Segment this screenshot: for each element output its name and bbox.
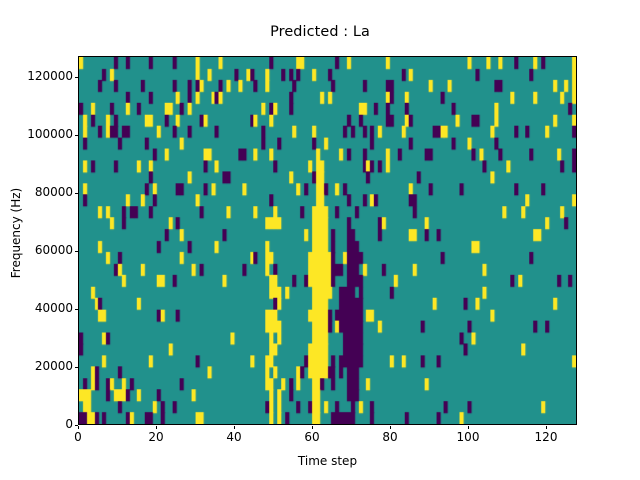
x-tick-label: 40 [226, 430, 242, 444]
x-tick-label: 120 [534, 430, 558, 444]
x-tick-mark [468, 425, 470, 429]
x-tick-label: 100 [456, 430, 480, 444]
x-tick-label: 0 [74, 430, 82, 444]
x-tick-label: 20 [148, 430, 164, 444]
x-tick-mark [234, 425, 236, 429]
y-axis-label: Frequency (Hz) [9, 187, 23, 279]
y-tick-mark [74, 367, 78, 369]
y-tick-mark [74, 425, 78, 427]
y-tick-mark [74, 135, 78, 137]
heatmap-axes [78, 56, 577, 425]
y-axis-label-wrap: Frequency (Hz) [8, 56, 28, 425]
x-tick-label: 80 [382, 430, 398, 444]
x-tick-mark [78, 425, 80, 429]
y-tick-mark [74, 193, 78, 195]
x-axis-label: Time step [297, 454, 358, 468]
y-tick-label: 40000 [34, 301, 73, 315]
y-tick-label: 100000 [27, 127, 73, 141]
y-tick-label: 60000 [34, 243, 73, 257]
y-tick-mark [74, 309, 78, 311]
y-tick-label: 120000 [27, 69, 73, 83]
x-tick-label: 60 [304, 430, 320, 444]
x-tick-mark [156, 425, 158, 429]
chart-title: Predicted : La [270, 24, 370, 40]
y-tick-label: 0 [65, 417, 73, 431]
y-tick-mark [74, 251, 78, 253]
y-tick-mark [74, 77, 78, 79]
spectrogram-image [79, 57, 576, 424]
y-tick-label: 80000 [34, 185, 73, 199]
y-tick-label: 20000 [34, 359, 73, 373]
x-tick-mark [546, 425, 548, 429]
x-tick-mark [390, 425, 392, 429]
x-tick-mark [312, 425, 314, 429]
